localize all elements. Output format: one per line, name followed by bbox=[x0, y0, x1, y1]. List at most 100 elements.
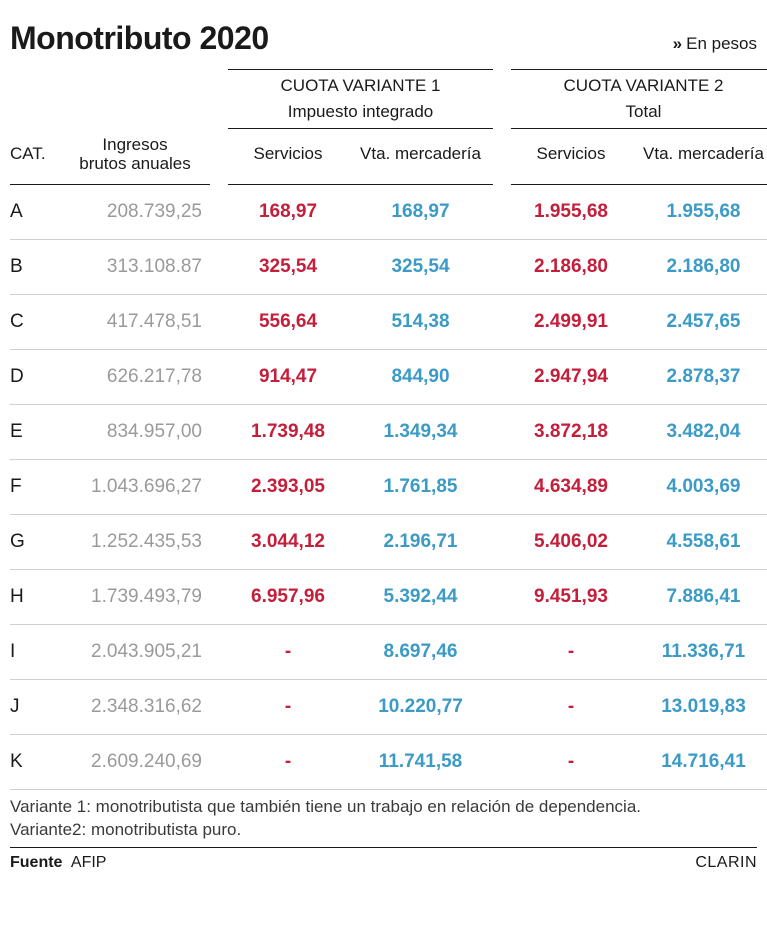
gap-cell bbox=[210, 514, 228, 569]
servicios1-cell: 914,47 bbox=[228, 349, 348, 404]
gap-cell bbox=[210, 184, 228, 239]
gap-cell bbox=[493, 624, 511, 679]
venta2-cell: 7.886,41 bbox=[631, 569, 767, 624]
servicios1-cell: 3.044,12 bbox=[228, 514, 348, 569]
servicios2-cell: 5.406,02 bbox=[511, 514, 631, 569]
ing-l2: brutos anuales bbox=[60, 154, 210, 174]
ingresos-cell: 1.043.696,27 bbox=[60, 459, 210, 514]
cat-cell: A bbox=[10, 184, 60, 239]
gap-cell bbox=[493, 404, 511, 459]
servicios1-cell: 325,54 bbox=[228, 239, 348, 294]
footnote-1: Variante 1: monotributista que también t… bbox=[10, 796, 757, 819]
table-row: K2.609.240,69-11.741,58-14.716,41 bbox=[10, 734, 767, 789]
table-row: C417.478,51556,64514,382.499,912.457,65 bbox=[10, 294, 767, 349]
table-row: B313.108.87325,54325,542.186,802.186,80 bbox=[10, 239, 767, 294]
ingresos-cell: 2.043.905,21 bbox=[60, 624, 210, 679]
servicios1-cell: - bbox=[228, 624, 348, 679]
venta1-cell: 325,54 bbox=[348, 239, 493, 294]
venta1-cell: 168,97 bbox=[348, 184, 493, 239]
footnote-2: Variante2: monotributista puro. bbox=[10, 819, 757, 842]
table-row: E834.957,001.739,481.349,343.872,183.482… bbox=[10, 404, 767, 459]
servicios1-cell: 556,64 bbox=[228, 294, 348, 349]
servicios2-cell: 2.947,94 bbox=[511, 349, 631, 404]
source: Fuente AFIP bbox=[10, 854, 106, 872]
col-ing-label: Ingresos brutos anuales bbox=[60, 129, 210, 185]
cat-cell: F bbox=[10, 459, 60, 514]
col-cat-label: CAT. bbox=[10, 129, 60, 185]
ingresos-cell: 1.252.435,53 bbox=[60, 514, 210, 569]
servicios1-cell: 6.957,96 bbox=[228, 569, 348, 624]
monotributo-table: CUOTA VARIANTE 1 CUOTA VARIANTE 2 Impues… bbox=[10, 69, 767, 790]
ingresos-cell: 208.739,25 bbox=[60, 184, 210, 239]
cat-cell: I bbox=[10, 624, 60, 679]
gap-cell bbox=[493, 459, 511, 514]
servicios1-cell: 1.739,48 bbox=[228, 404, 348, 459]
venta2-cell: 3.482,04 bbox=[631, 404, 767, 459]
cat-cell: G bbox=[10, 514, 60, 569]
source-row: Fuente AFIP CLARIN bbox=[10, 847, 757, 872]
venta2-cell: 4.003,69 bbox=[631, 459, 767, 514]
ing-l1: Ingresos bbox=[60, 135, 210, 155]
cat-cell: C bbox=[10, 294, 60, 349]
gap-cell bbox=[210, 569, 228, 624]
gap-cell bbox=[210, 349, 228, 404]
venta1-cell: 2.196,71 bbox=[348, 514, 493, 569]
gap-cell bbox=[493, 514, 511, 569]
servicios1-cell: 168,97 bbox=[228, 184, 348, 239]
table-row: A208.739,25168,97168,971.955,681.955,68 bbox=[10, 184, 767, 239]
servicios2-cell: 1.955,68 bbox=[511, 184, 631, 239]
table-row: D626.217,78914,47844,902.947,942.878,37 bbox=[10, 349, 767, 404]
venta1-cell: 5.392,44 bbox=[348, 569, 493, 624]
gap-cell bbox=[210, 679, 228, 734]
table-row: G1.252.435,533.044,122.196,715.406,024.5… bbox=[10, 514, 767, 569]
gap-cell bbox=[493, 349, 511, 404]
unit-note: »En pesos bbox=[673, 34, 757, 54]
servicios2-cell: 2.186,80 bbox=[511, 239, 631, 294]
venta1-cell: 11.741,58 bbox=[348, 734, 493, 789]
servicios1-cell: 2.393,05 bbox=[228, 459, 348, 514]
table-row: I2.043.905,21-8.697,46-11.336,71 bbox=[10, 624, 767, 679]
subgroup-header-row: Impuesto integrado Total bbox=[10, 102, 767, 129]
venta2-cell: 2.878,37 bbox=[631, 349, 767, 404]
source-value: AFIP bbox=[71, 854, 107, 871]
group-header-row: CUOTA VARIANTE 1 CUOTA VARIANTE 2 bbox=[10, 70, 767, 103]
venta2-cell: 11.336,71 bbox=[631, 624, 767, 679]
servicios2-cell: 4.634,89 bbox=[511, 459, 631, 514]
gap-cell bbox=[210, 459, 228, 514]
col-v2-label: Vta. mercadería bbox=[631, 129, 767, 185]
footnotes: Variante 1: monotributista que también t… bbox=[10, 796, 757, 842]
cat-cell: J bbox=[10, 679, 60, 734]
ingresos-cell: 834.957,00 bbox=[60, 404, 210, 459]
venta1-cell: 1.761,85 bbox=[348, 459, 493, 514]
col-s1-label: Servicios bbox=[228, 129, 348, 185]
cat-cell: K bbox=[10, 734, 60, 789]
gap-cell bbox=[210, 294, 228, 349]
gap-cell bbox=[210, 239, 228, 294]
source-label: Fuente bbox=[10, 854, 62, 871]
servicios2-cell: - bbox=[511, 734, 631, 789]
gap-cell bbox=[493, 294, 511, 349]
venta2-cell: 2.186,80 bbox=[631, 239, 767, 294]
group2-header: CUOTA VARIANTE 2 bbox=[511, 70, 767, 103]
ingresos-cell: 417.478,51 bbox=[60, 294, 210, 349]
gap-cell bbox=[493, 679, 511, 734]
sub1-header: Impuesto integrado bbox=[228, 102, 493, 129]
gap-cell bbox=[210, 624, 228, 679]
gap-cell bbox=[493, 569, 511, 624]
page-title: Monotributo 2020 bbox=[10, 20, 269, 57]
table-body: A208.739,25168,97168,971.955,681.955,68B… bbox=[10, 184, 767, 789]
ingresos-cell: 313.108.87 bbox=[60, 239, 210, 294]
table-row: H1.739.493,796.957,965.392,449.451,937.8… bbox=[10, 569, 767, 624]
ingresos-cell: 2.609.240,69 bbox=[60, 734, 210, 789]
table-row: F1.043.696,27 2.393,051.761,85 4.634,894.0… bbox=[10, 459, 767, 514]
gap-cell bbox=[493, 184, 511, 239]
unit-label: En pesos bbox=[686, 34, 757, 53]
venta1-cell: 10.220,77 bbox=[348, 679, 493, 734]
servicios2-cell: 9.451,93 bbox=[511, 569, 631, 624]
servicios2-cell: - bbox=[511, 679, 631, 734]
venta2-cell: 2.457,65 bbox=[631, 294, 767, 349]
servicios1-cell: - bbox=[228, 679, 348, 734]
chevron-icon: » bbox=[673, 34, 682, 53]
table-container: Monotributo 2020 »En pesos CUOTA VARIANT… bbox=[0, 0, 767, 882]
brand-label: CLARIN bbox=[695, 854, 757, 872]
